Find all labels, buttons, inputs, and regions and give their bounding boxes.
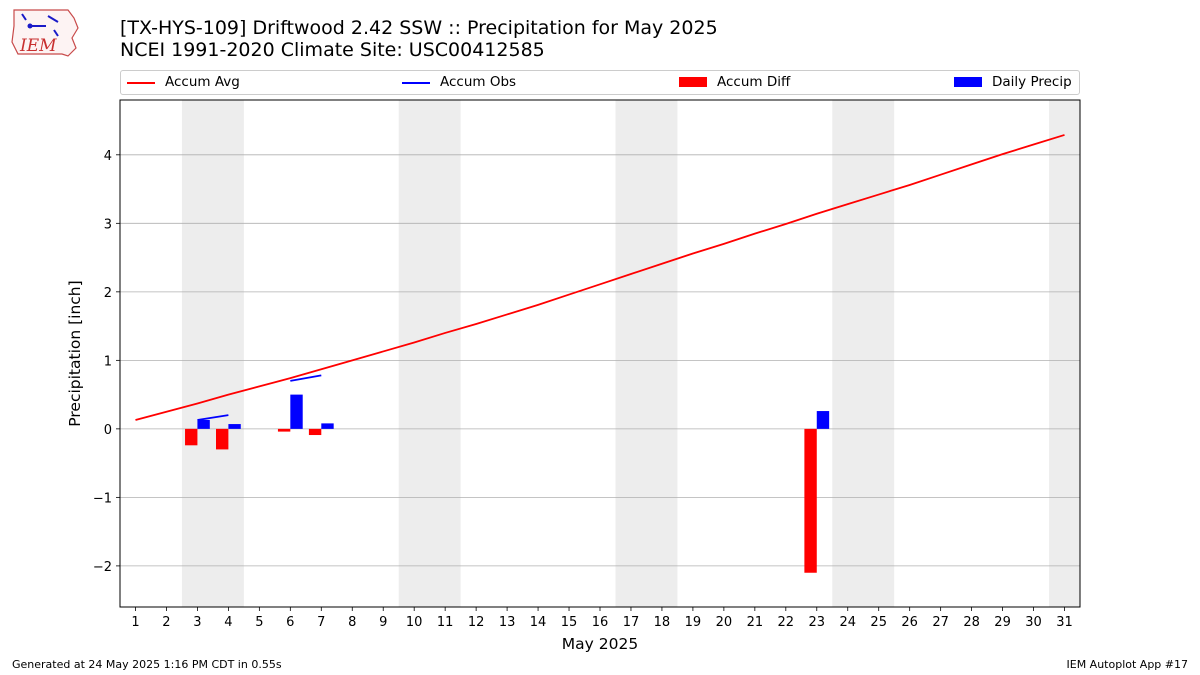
- x-tick-label: 22: [778, 615, 795, 630]
- daily-precip-bar: [816, 411, 830, 429]
- x-tick-label: 8: [348, 615, 356, 630]
- x-tick-label: 18: [654, 615, 671, 630]
- x-tick-label: 21: [747, 615, 764, 630]
- legend-label-accum-obs: Accum Obs: [440, 74, 517, 90]
- x-tick-label: 12: [468, 615, 485, 630]
- weekend-shade-0: [181, 100, 244, 607]
- legend-swatch-accum-avg: [127, 82, 155, 84]
- accum-obs-line-1: [290, 374, 322, 382]
- accum-diff-bar: [216, 428, 229, 450]
- accum-avg-line: [135, 134, 1065, 421]
- y-tick-label: 2: [104, 286, 112, 301]
- weekend-shade-4: [1049, 100, 1080, 607]
- x-tick-label: 17: [623, 615, 640, 630]
- x-tick-label: 6: [286, 615, 294, 630]
- y-tick-label: 3: [104, 217, 112, 232]
- x-tick-label: 26: [901, 615, 918, 630]
- legend-swatch-accum-diff: [679, 77, 707, 87]
- logo-text: IEM: [19, 36, 57, 56]
- daily-precip-bar: [321, 423, 334, 429]
- footer-generated: Generated at 24 May 2025 1:16 PM CDT in …: [12, 658, 282, 671]
- x-tick-label: 13: [499, 615, 516, 630]
- accum-diff-bar: [308, 428, 322, 436]
- x-tick-label: 14: [530, 615, 547, 630]
- y-tick-label: −2: [93, 560, 112, 575]
- accum-obs-line-0: [197, 414, 229, 421]
- x-tick-label: 4: [224, 615, 232, 630]
- x-tick-label: 31: [1056, 615, 1073, 630]
- x-tick-label: 19: [685, 615, 702, 630]
- x-tick-label: 1: [131, 615, 139, 630]
- legend-label-accum-avg: Accum Avg: [165, 74, 240, 90]
- x-tick-label: 25: [870, 615, 887, 630]
- daily-precip-bar: [228, 424, 241, 429]
- x-tick-label: 10: [406, 615, 423, 630]
- legend-swatch-accum-obs: [402, 82, 430, 84]
- iem-logo: IEM: [11, 9, 79, 57]
- accum-diff-bar: [185, 428, 198, 446]
- x-tick-label: 28: [963, 615, 980, 630]
- weather-glyph-icon: [21, 13, 59, 37]
- footer-app: IEM Autoplot App #17: [1066, 658, 1189, 671]
- legend-label-accum-diff: Accum Diff: [717, 74, 791, 90]
- x-tick-label: 11: [437, 615, 454, 630]
- x-tick-label: 23: [809, 615, 826, 630]
- daily-precip-bar: [197, 419, 210, 429]
- daily-precip-bar: [290, 394, 303, 429]
- weekend-shade-1: [398, 100, 461, 607]
- x-tick-label: 5: [255, 615, 263, 630]
- x-tick-label: 29: [994, 615, 1011, 630]
- x-tick-label: 7: [317, 615, 325, 630]
- accum-diff-bar: [277, 428, 291, 432]
- chart-legend: Accum Avg Accum Obs Accum Diff Daily Pre…: [120, 70, 1080, 95]
- y-tick-label: 0: [104, 423, 112, 438]
- x-tick-label: 3: [193, 615, 201, 630]
- y-axis-label: Precipitation [inch]: [66, 280, 84, 426]
- accum-diff-bar: [804, 428, 817, 573]
- x-tick-label: 20: [716, 615, 733, 630]
- legend-swatch-daily-precip: [954, 77, 982, 87]
- weekend-shade-3: [832, 100, 895, 607]
- x-axis-label: May 2025: [562, 635, 638, 653]
- iowa-outline-shape: [11, 9, 79, 57]
- y-tick-label: 4: [104, 149, 112, 164]
- x-tick-label: 15: [561, 615, 578, 630]
- y-tick-label: −1: [93, 491, 112, 506]
- x-tick-label: 2: [162, 615, 170, 630]
- y-tick-label: 1: [104, 354, 112, 369]
- x-tick-label: 30: [1025, 615, 1042, 630]
- x-tick-label: 24: [839, 615, 856, 630]
- chart-subtitle: NCEI 1991-2020 Climate Site: USC00412585: [120, 39, 545, 61]
- x-tick-label: 27: [932, 615, 949, 630]
- weekend-shade-2: [615, 100, 678, 607]
- x-tick-label: 16: [592, 615, 609, 630]
- chart-title: [TX-HYS-109] Driftwood 2.42 SSW :: Preci…: [120, 17, 718, 39]
- legend-label-daily-precip: Daily Precip: [992, 74, 1072, 90]
- x-tick-label: 9: [379, 615, 387, 630]
